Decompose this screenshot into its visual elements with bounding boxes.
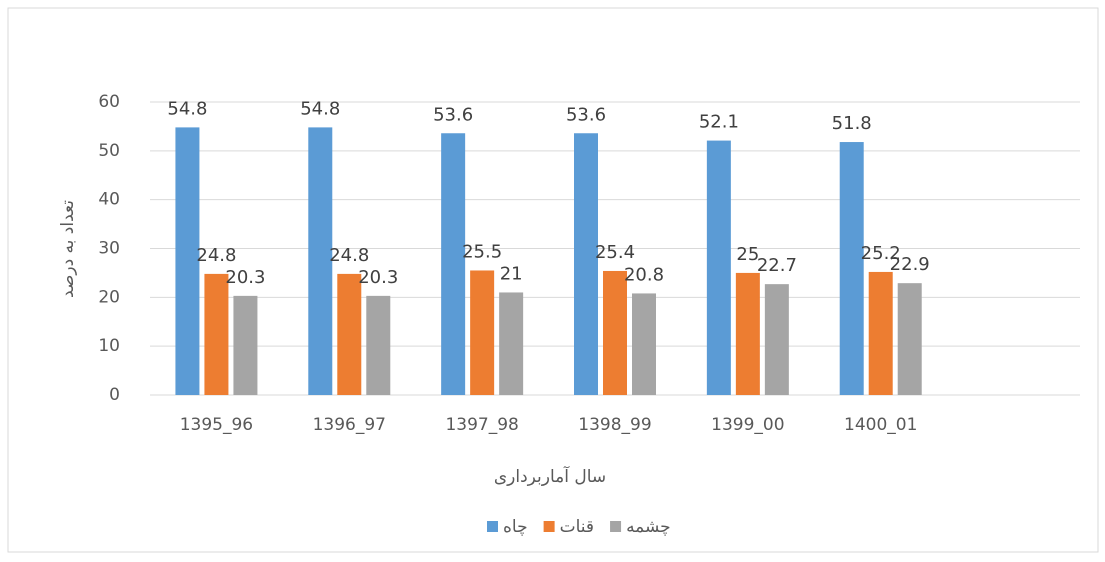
data-label: 25 — [736, 244, 759, 265]
data-label: 53.6 — [433, 104, 473, 125]
bar — [706, 140, 731, 395]
y-tick-label: 50 — [98, 141, 120, 161]
x-tick-label: 1396_97 — [313, 415, 386, 435]
legend-swatch — [543, 521, 555, 532]
data-label: 51.8 — [832, 113, 872, 134]
y-tick-label: 30 — [98, 239, 120, 259]
legend-label: چشمه — [626, 517, 671, 537]
bar — [632, 293, 656, 395]
data-label: 22.9 — [890, 254, 930, 275]
y-tick-label: 10 — [98, 336, 120, 356]
y-tick-label: 60 — [98, 92, 120, 112]
x-tick-label: 1395_96 — [180, 415, 253, 435]
legend-swatch — [487, 521, 498, 532]
bar — [366, 295, 391, 395]
data-label: 53.6 — [566, 104, 606, 125]
x-axis-title: سال آماربرداری — [494, 465, 606, 487]
y-tick-label: 40 — [98, 190, 120, 210]
data-label: 25.2 — [861, 243, 901, 264]
data-label: 54.8 — [300, 98, 340, 119]
y-tick-label: 20 — [98, 287, 120, 307]
bar — [308, 127, 333, 395]
legend-swatch — [610, 521, 622, 532]
bar — [897, 283, 922, 395]
data-label: 25.4 — [595, 242, 635, 263]
x-tick-label: 1397_98 — [445, 415, 518, 435]
x-tick-label: 1400_01 — [844, 415, 917, 435]
data-label: 24.8 — [196, 245, 236, 266]
y-tick-label: 0 — [109, 385, 120, 405]
data-label: 20.8 — [624, 264, 664, 285]
bar — [441, 133, 466, 395]
bar — [603, 270, 627, 395]
data-label: 20.3 — [225, 267, 265, 288]
bar — [470, 270, 495, 395]
bar — [337, 273, 362, 395]
bar — [499, 292, 524, 395]
legend-label: چاه — [503, 517, 528, 537]
data-label: 20.3 — [358, 267, 398, 288]
x-tick-label: 1399_00 — [711, 415, 784, 435]
bar — [204, 273, 229, 395]
data-label: 21 — [500, 263, 523, 284]
bar — [175, 127, 200, 395]
bar — [233, 295, 258, 395]
data-label: 52.1 — [699, 112, 739, 133]
y-axis-title: تعداد به درصد — [58, 200, 78, 298]
bar — [839, 142, 864, 395]
bar — [735, 272, 760, 395]
data-label: 22.7 — [757, 255, 797, 276]
data-label: 54.8 — [167, 98, 207, 119]
bar — [574, 133, 598, 395]
bar — [868, 271, 893, 395]
data-label: 24.8 — [329, 245, 369, 266]
legend-label: قنات — [560, 517, 594, 537]
data-label: 25.5 — [462, 241, 502, 262]
x-tick-label: 1398_99 — [578, 415, 651, 435]
bar — [764, 284, 789, 395]
